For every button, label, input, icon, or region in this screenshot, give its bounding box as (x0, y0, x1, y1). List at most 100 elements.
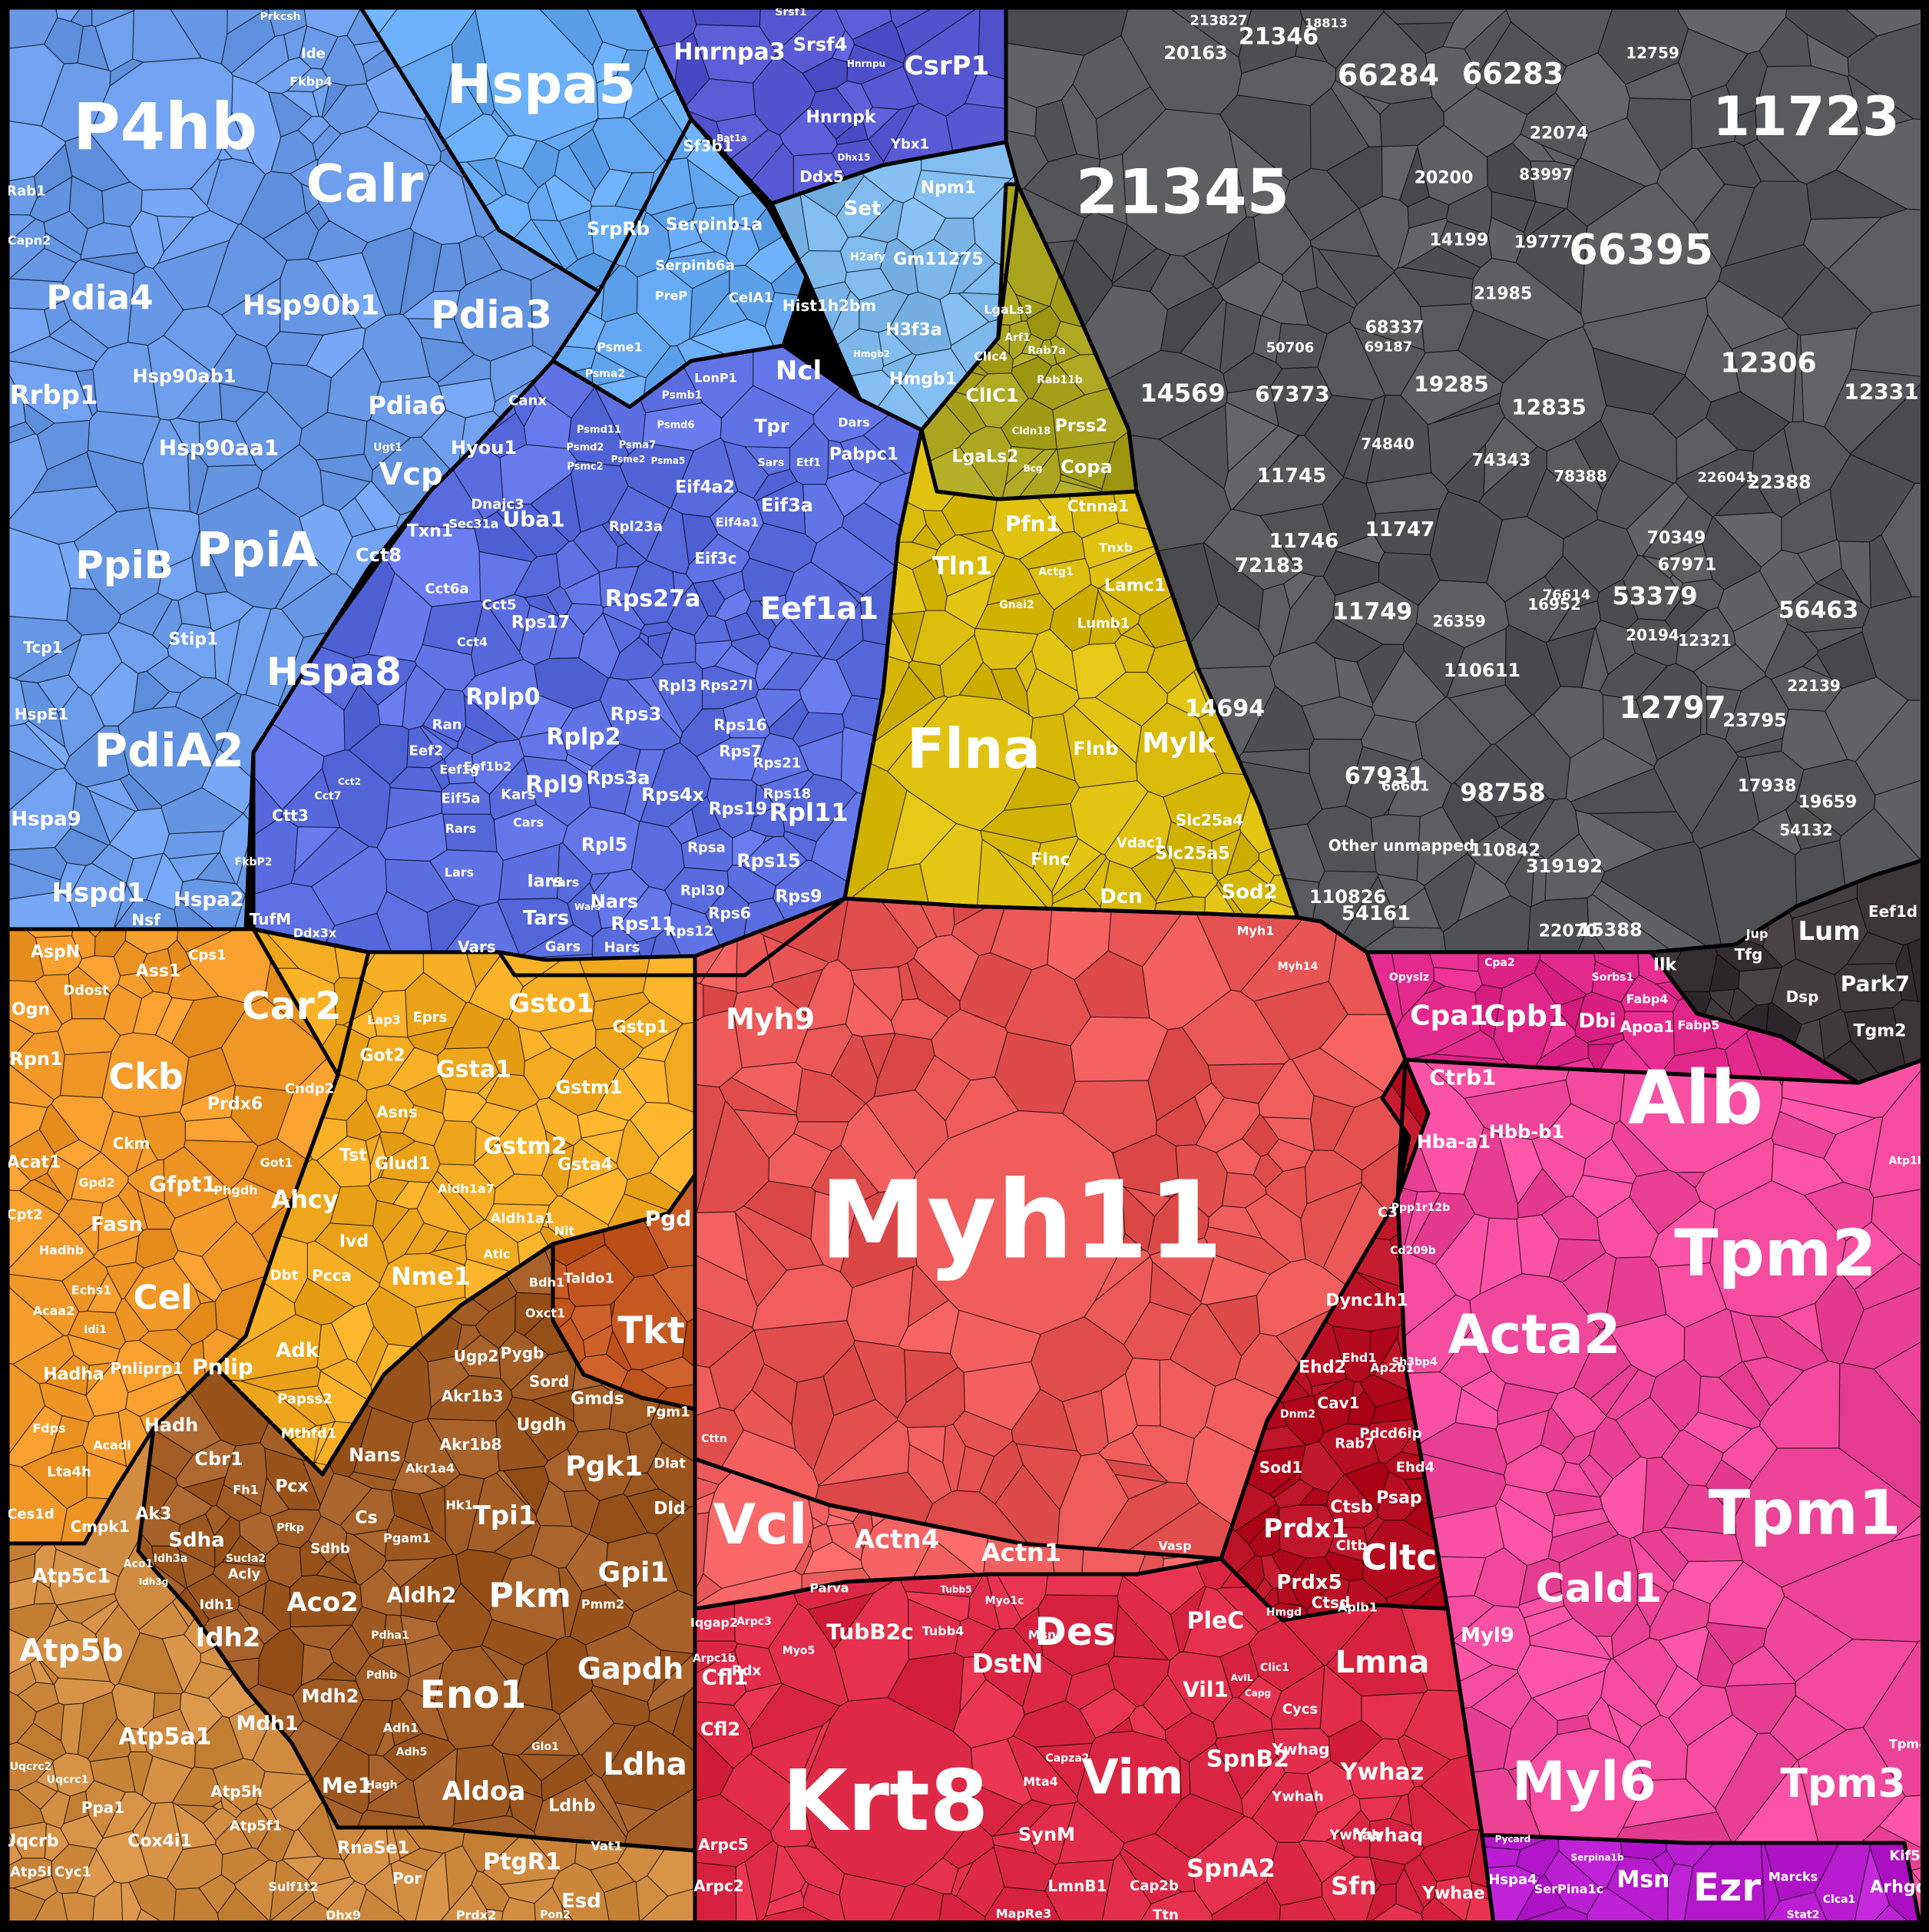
cell-minor (1592, 347, 1686, 415)
cell-minor (33, 1173, 61, 1194)
cell-minor (330, 1302, 375, 1364)
cell-minor (1299, 1441, 1345, 1493)
cell-minor (1545, 627, 1596, 688)
cell-minor (85, 1361, 115, 1397)
cell-minor (594, 1067, 647, 1121)
cell-minor (694, 1008, 743, 1088)
cell-minor (1573, 419, 1620, 491)
cell-minor (1382, 808, 1390, 816)
cell-minor (859, 199, 904, 243)
cell-minor (1400, 246, 1481, 280)
cell-minor (387, 1047, 441, 1093)
cell-minor (7, 44, 65, 127)
cell-minor (822, 1343, 876, 1417)
cell-minor (605, 1329, 633, 1372)
cell-minor (399, 231, 442, 316)
cell-minor (752, 54, 816, 136)
cell-minor (91, 844, 134, 885)
cell-minor (1322, 477, 1376, 549)
cell-minor (1018, 531, 1086, 570)
cell-minor (1311, 1380, 1342, 1398)
cell-minor (1709, 988, 1735, 1016)
cell-minor (50, 1414, 90, 1454)
cell-minor (58, 862, 87, 900)
cell-minor (7, 278, 65, 311)
cell-minor (1359, 1375, 1411, 1408)
cell-minor (312, 124, 342, 160)
cell-arpc2 (694, 1861, 737, 1924)
cell-minor (57, 1018, 121, 1056)
cell-minor (48, 319, 109, 362)
cell-minor (200, 692, 242, 751)
cell-minor (1301, 696, 1376, 740)
cell-minor (595, 117, 599, 122)
cell-minor (520, 694, 574, 738)
cell-minor (955, 1846, 1005, 1917)
cell-minor (1751, 809, 1802, 856)
cell-minor (1806, 169, 1908, 220)
cell-minor (1223, 425, 1299, 510)
cell-minor (744, 1840, 779, 1924)
cell-gmds (572, 1384, 614, 1433)
cell-minor (40, 1791, 71, 1829)
cell-minor (240, 170, 307, 240)
cell-minor (372, 1199, 411, 1244)
cell-minor (138, 1328, 193, 1367)
cell-minor (124, 1373, 189, 1418)
cell-minor (351, 1606, 387, 1656)
cell-minor (1060, 83, 1100, 160)
cell-minor (1454, 1388, 1499, 1430)
cell-minor (15, 1722, 67, 1762)
cell-minor (1223, 352, 1283, 394)
cell-minor (1121, 1833, 1196, 1893)
region-mitochondrial-atp-cells (7, 1427, 696, 1924)
cell-minor (1802, 653, 1833, 680)
region-cytoskeleton-intermediate-cells (694, 1558, 1494, 1924)
cell-minor (1649, 1588, 1711, 1641)
cell-minor (160, 787, 244, 835)
cell-minor (1149, 254, 1214, 311)
cell-minor (1483, 1846, 1521, 1869)
cell-minor (1474, 984, 1503, 1040)
cell-minor (1117, 1575, 1180, 1661)
cell-minor (1557, 1715, 1592, 1735)
cell-minor (80, 1599, 120, 1636)
cell-minor (594, 1027, 644, 1070)
cell-minor (1524, 1605, 1574, 1638)
cell-minor (103, 984, 143, 1036)
cell-minor (191, 158, 221, 207)
cell-minor (1599, 652, 1669, 701)
cell-minor (256, 1824, 296, 1863)
cell-minor (746, 600, 777, 640)
cell-minor (329, 1185, 378, 1227)
cell-minor (581, 1722, 637, 1779)
cell-minor (310, 845, 388, 926)
cell-minor (318, 1472, 372, 1527)
cell-minor (1322, 550, 1380, 597)
region-myosin-core-cells (694, 898, 1406, 1560)
cell-minor (544, 174, 592, 222)
cells-layer (7, 7, 1924, 1925)
cell-minor (1215, 1138, 1262, 1176)
cell-minor (533, 657, 609, 710)
cell-minor (1441, 782, 1501, 851)
cell-minor (881, 352, 918, 384)
cell-minor (479, 1644, 524, 1693)
cell-minor (749, 806, 786, 838)
cell-minor (458, 235, 503, 286)
cell-minor (1587, 811, 1695, 851)
cell-minor (1295, 16, 1328, 63)
cell-minor (12, 1335, 74, 1384)
cell-minor (1180, 299, 1227, 372)
cell-minor (59, 1050, 112, 1099)
cell-minor (38, 1103, 81, 1153)
cell-minor (363, 1863, 400, 1916)
cell-minor (565, 1533, 608, 1592)
cell-minor (545, 585, 573, 617)
cell-minor (1600, 841, 1722, 948)
cell-minor (65, 132, 131, 192)
cell-minor (505, 1804, 514, 1818)
cell-minor (1094, 1249, 1151, 1302)
cell-minor (114, 883, 136, 928)
